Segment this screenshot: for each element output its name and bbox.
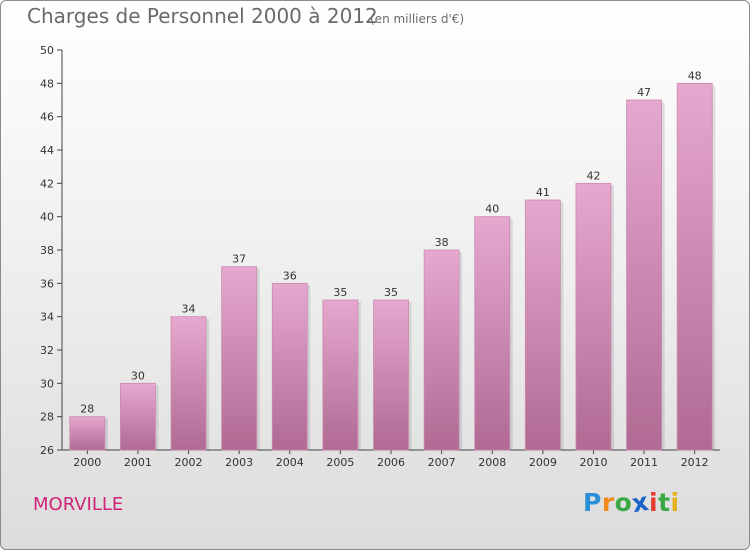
y-tick-label: 40 xyxy=(40,211,54,224)
x-tick-label: 2009 xyxy=(529,456,557,469)
logo-letter: i xyxy=(670,488,680,517)
bar xyxy=(575,182,612,451)
logo-letter: o xyxy=(614,488,633,517)
bar xyxy=(271,282,308,451)
x-tick-label: 2008 xyxy=(478,456,506,469)
bar-layer xyxy=(69,82,716,451)
data-label: 42 xyxy=(586,169,600,182)
data-label: 35 xyxy=(333,286,347,299)
bar xyxy=(120,382,156,451)
y-tick-label: 38 xyxy=(40,244,54,257)
y-tick-label: 30 xyxy=(40,377,54,390)
logo-letter: P xyxy=(583,488,602,517)
chart-title: Charges de Personnel 2000 à 2012 xyxy=(27,4,378,28)
bar xyxy=(69,416,106,451)
data-label: 30 xyxy=(131,369,145,382)
chart-subtitle: (en milliers d'€) xyxy=(370,12,465,26)
data-label: 41 xyxy=(536,186,550,199)
data-label: 28 xyxy=(80,403,94,416)
label-layer: 28 2000 30 2001 34 2002 37 2003 36 2004 35 2005 35 20… xyxy=(73,69,708,469)
bar xyxy=(322,299,359,451)
y-tick-label: 34 xyxy=(40,311,54,324)
x-tick-label: 2012 xyxy=(681,456,709,469)
data-label: 48 xyxy=(688,69,702,82)
logo-letter: r xyxy=(601,488,615,517)
bar xyxy=(676,82,713,451)
bar xyxy=(373,299,409,451)
y-tick-label: 44 xyxy=(40,144,54,157)
place-name: MORVILLE xyxy=(33,494,124,515)
x-tick-label: 2011 xyxy=(630,456,658,469)
x-tick-label: 2000 xyxy=(73,456,101,469)
x-tick-label: 2010 xyxy=(579,456,607,469)
data-label: 36 xyxy=(283,269,297,282)
x-tick-label: 2006 xyxy=(377,456,405,469)
x-tick-label: 2003 xyxy=(225,456,253,469)
bar xyxy=(423,249,460,451)
proxiti-logo[interactable]: Proxiti xyxy=(583,487,680,518)
bar xyxy=(221,266,258,451)
y-tick-label: 46 xyxy=(40,111,54,124)
x-tick-label: 2002 xyxy=(175,456,203,469)
y-tick-label: 50 xyxy=(40,44,54,57)
logo-letter: t xyxy=(658,488,671,517)
bar xyxy=(626,99,662,451)
x-tick-label: 2001 xyxy=(124,456,152,469)
x-tick-label: 2004 xyxy=(276,456,304,469)
y-tick-label: 36 xyxy=(40,277,54,290)
data-label: 37 xyxy=(232,253,246,266)
data-label: 38 xyxy=(435,236,449,249)
x-tick-label: 2007 xyxy=(428,456,456,469)
bar xyxy=(524,199,561,451)
data-label: 34 xyxy=(182,303,196,316)
y-tick-label: 48 xyxy=(40,77,54,90)
y-tick-label: 28 xyxy=(40,411,54,424)
logo-letter: i xyxy=(649,488,659,517)
y-tick-label: 32 xyxy=(40,344,54,357)
x-tick-label: 2005 xyxy=(326,456,354,469)
data-label: 47 xyxy=(637,86,651,99)
data-label: 35 xyxy=(384,286,398,299)
y-tick-label: 42 xyxy=(40,177,54,190)
data-label: 40 xyxy=(485,203,499,216)
bar xyxy=(474,216,511,451)
y-tick-label: 26 xyxy=(40,444,54,457)
bar xyxy=(170,316,207,451)
